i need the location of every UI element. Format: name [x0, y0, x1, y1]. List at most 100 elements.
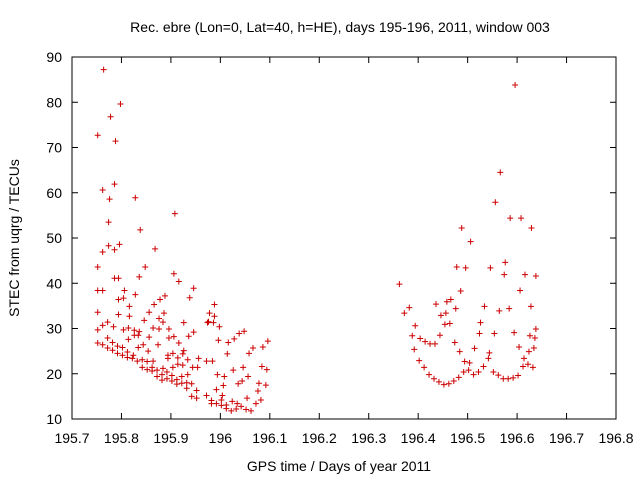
data-point: [188, 393, 195, 400]
data-point: [224, 350, 231, 357]
data-point: [476, 330, 483, 337]
x-tick-label: 195.7: [54, 430, 89, 446]
data-point: [421, 364, 428, 371]
data-point: [525, 348, 532, 355]
data-point: [114, 350, 121, 357]
data-point: [156, 315, 163, 322]
data-point: [239, 377, 246, 384]
data-point: [512, 82, 519, 89]
data-point: [225, 339, 232, 346]
y-tick-label: 70: [46, 140, 62, 156]
data-point: [168, 372, 175, 379]
data-point: [120, 295, 127, 302]
y-tick-label: 20: [46, 366, 62, 382]
data-point: [220, 382, 227, 389]
x-tick-label: 196: [209, 430, 233, 446]
data-point: [174, 361, 181, 368]
data-point: [151, 301, 158, 308]
data-point: [213, 386, 220, 393]
data-point: [506, 305, 513, 312]
data-point: [175, 339, 182, 346]
data-point: [94, 263, 101, 270]
data-point: [238, 403, 245, 410]
data-point: [115, 296, 122, 303]
data-point: [144, 366, 151, 373]
chart-title: Rec. ebre (Lon=0, Lat=40, h=HE), days 19…: [130, 19, 550, 35]
data-point: [165, 325, 172, 332]
data-point: [528, 225, 535, 232]
data-point: [171, 210, 178, 217]
data-point: [453, 263, 460, 270]
y-tick-label: 90: [46, 49, 62, 65]
data-point: [99, 187, 106, 194]
x-axis-label: GPS time / Days of year 2011: [247, 458, 431, 474]
data-point: [409, 332, 416, 339]
data-point: [490, 368, 497, 375]
data-point: [245, 373, 252, 380]
y-tick-label: 50: [46, 230, 62, 246]
data-point: [466, 359, 473, 366]
data-point: [485, 355, 492, 362]
data-point: [252, 400, 259, 407]
data-point: [451, 339, 458, 346]
data-point: [169, 350, 176, 357]
x-tick-label: 196.5: [450, 430, 485, 446]
data-point: [179, 350, 186, 357]
data-point: [526, 332, 533, 339]
data-point: [240, 364, 247, 371]
data-point: [139, 364, 146, 371]
x-tick-label: 196.2: [302, 430, 337, 446]
data-point: [497, 169, 504, 176]
data-point: [471, 345, 478, 352]
x-tick-label: 196.7: [549, 430, 584, 446]
data-point: [135, 344, 142, 351]
data-point: [99, 287, 106, 294]
data-point: [135, 332, 142, 339]
data-point: [470, 371, 477, 378]
data-point: [416, 357, 423, 364]
data-point: [134, 358, 141, 365]
data-point: [161, 292, 168, 299]
data-point: [150, 325, 157, 332]
data-point: [517, 287, 524, 294]
data-point: [183, 379, 190, 386]
data-point: [234, 400, 241, 407]
data-point: [104, 335, 111, 342]
x-tick-label: 196.4: [401, 430, 436, 446]
data-point: [522, 271, 529, 278]
data-point: [248, 407, 255, 414]
x-tick-label: 195.9: [153, 430, 188, 446]
data-point: [104, 344, 111, 351]
data-point: [208, 397, 215, 404]
data-point: [160, 310, 167, 317]
data-point: [532, 325, 539, 332]
data-point: [437, 312, 444, 319]
data-point: [159, 377, 166, 384]
data-point: [203, 358, 210, 365]
data-point: [155, 341, 162, 348]
data-point: [104, 319, 111, 326]
data-point: [165, 335, 172, 342]
data-point: [218, 396, 225, 403]
data-point: [119, 352, 126, 359]
data-point: [109, 339, 116, 346]
data-point: [255, 380, 262, 387]
data-point: [119, 344, 126, 351]
data-point: [117, 101, 124, 108]
data-point: [205, 318, 212, 325]
data-point: [510, 374, 517, 381]
data-series: [94, 66, 539, 414]
data-point: [457, 287, 464, 294]
data-point: [515, 372, 522, 379]
data-point: [107, 113, 114, 120]
data-point: [159, 319, 166, 326]
data-point: [111, 246, 118, 253]
data-point: [487, 264, 494, 271]
data-point: [460, 368, 467, 375]
data-point: [156, 325, 163, 332]
data-point: [530, 344, 537, 351]
data-point: [491, 330, 498, 337]
x-tick-label: 196.1: [252, 430, 287, 446]
data-point: [223, 401, 230, 408]
data-point: [486, 349, 493, 356]
